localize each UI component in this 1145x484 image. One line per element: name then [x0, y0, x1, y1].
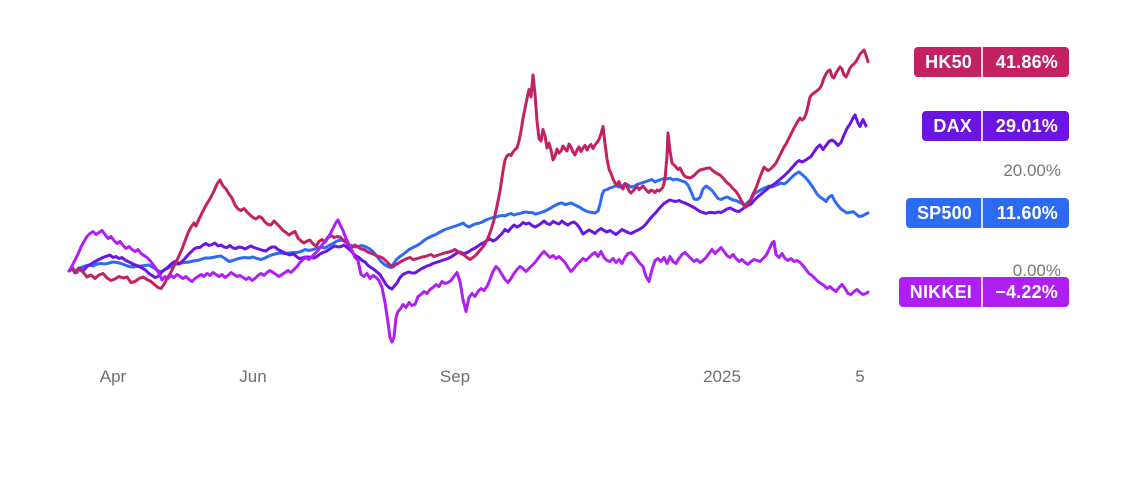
y-tick-label[interactable]: 20.00%	[1003, 161, 1061, 180]
badge-divider	[981, 198, 983, 228]
x-tick-label[interactable]: 2025	[703, 367, 741, 386]
badge-divider	[981, 47, 983, 77]
series-name-label: SP500	[916, 202, 972, 223]
price-badge-hk50: HK50 41.86%	[914, 47, 1069, 77]
series-name-label: DAX	[933, 115, 972, 136]
series-line-nikkei[interactable]	[67, 218, 870, 344]
x-tick-label[interactable]: Sep	[439, 367, 471, 386]
x-tick-label[interactable]: 5	[855, 367, 865, 386]
series-change-value: 41.86%	[995, 51, 1058, 72]
series-name-label: NIKKEI	[909, 281, 972, 302]
price-badge-nikkei: NIKKEI −4.22%	[898, 277, 1069, 307]
price-badge-sp500: SP500 11.60%	[905, 198, 1069, 228]
series-line-hk50[interactable]	[67, 48, 870, 290]
series-change-value: 29.01%	[995, 115, 1058, 136]
series-change-value: −4.22%	[995, 281, 1058, 302]
series-line-dax[interactable]	[67, 113, 868, 291]
series-change-value: 11.60%	[996, 202, 1058, 223]
x-tick-label[interactable]: Jun	[239, 367, 267, 386]
price-badge-dax: DAX 29.01%	[922, 111, 1069, 141]
badge-divider	[981, 277, 983, 307]
badge-divider	[981, 111, 983, 141]
y-tick-label[interactable]: 0.00%	[1012, 261, 1061, 280]
x-tick-label[interactable]: Apr	[99, 367, 127, 386]
series-name-label: HK50	[925, 51, 972, 72]
